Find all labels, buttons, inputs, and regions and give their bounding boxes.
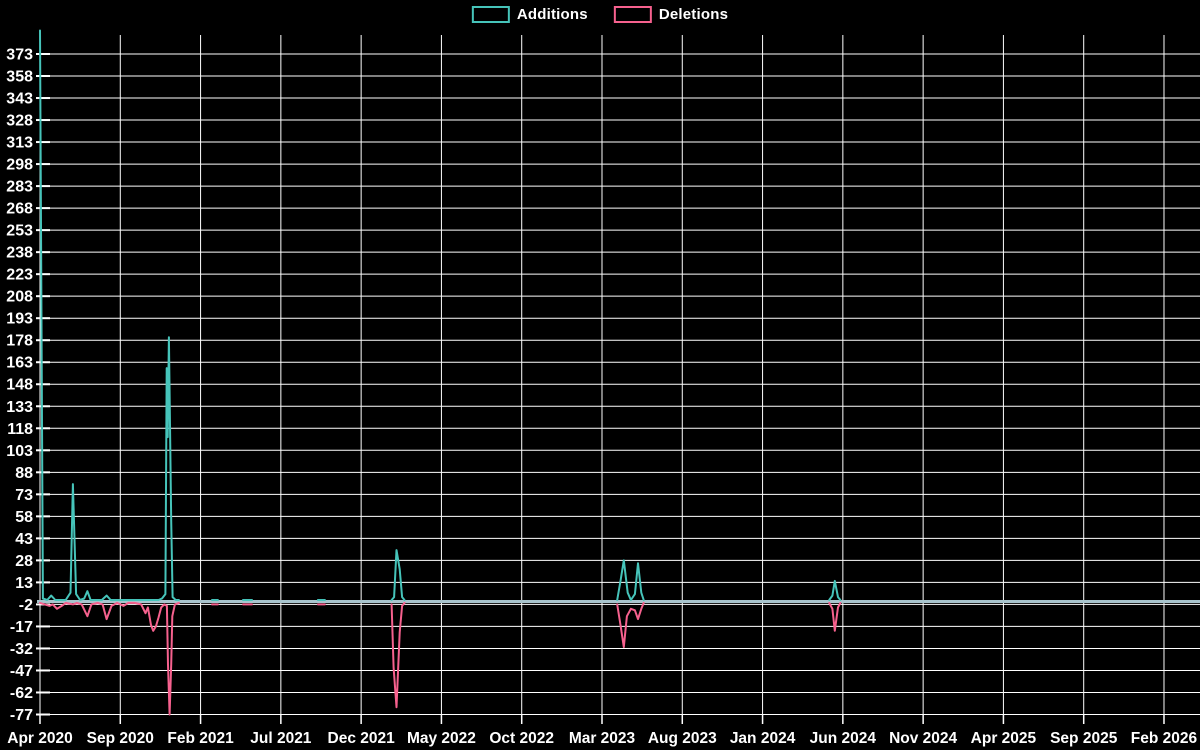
x-tick-label: Mar 2023 <box>569 730 636 747</box>
y-tick-label: 373 <box>6 46 33 63</box>
y-tick-label: -47 <box>10 663 33 680</box>
x-tick-label: Oct 2022 <box>489 730 554 747</box>
y-tick-label: 238 <box>6 245 33 262</box>
y-tick-label: 163 <box>6 355 33 372</box>
y-tick-label: 328 <box>6 113 33 130</box>
x-tick-label: Nov 2024 <box>889 730 957 747</box>
y-tick-label: 133 <box>6 399 33 416</box>
y-tick-label: 103 <box>6 443 33 460</box>
y-tick-label: 223 <box>6 267 33 284</box>
x-tick-label: Dec 2021 <box>328 730 396 747</box>
x-tick-label: Sep 2020 <box>87 730 154 747</box>
x-tick-label: Aug 2023 <box>648 730 717 747</box>
deletions-swatch-icon <box>613 6 652 23</box>
y-tick-label: 28 <box>15 553 33 570</box>
y-tick-label: -77 <box>10 707 33 724</box>
x-tick-label: Jul 2021 <box>250 730 312 747</box>
deletions-line <box>828 601 842 632</box>
y-tick-label: -17 <box>10 619 33 636</box>
y-tick-label: 283 <box>6 179 33 196</box>
x-tick-label: Jun 2024 <box>810 730 877 747</box>
legend-label-additions: Additions <box>516 6 588 23</box>
y-tick-label: 193 <box>6 311 33 328</box>
y-tick-label: 58 <box>15 509 33 526</box>
additions-swatch-icon <box>471 6 510 23</box>
deletions-line <box>39 601 180 716</box>
y-tick-label: -2 <box>19 597 33 614</box>
y-tick-label: 313 <box>6 135 33 152</box>
x-tick-label: Sep 2025 <box>1050 730 1118 747</box>
y-tick-label: 298 <box>6 157 33 174</box>
y-tick-label: -32 <box>10 641 33 658</box>
y-tick-label: 148 <box>6 377 33 394</box>
y-tick-label: 43 <box>15 531 33 548</box>
y-tick-label: 178 <box>6 333 33 350</box>
y-tick-label: 118 <box>7 421 33 438</box>
y-tick-label: 73 <box>15 487 33 504</box>
legend-label-deletions: Deletions <box>658 6 729 23</box>
y-tick-label: 208 <box>6 289 33 306</box>
y-tick-label: -62 <box>10 685 33 702</box>
legend: Additions Deletions <box>471 6 729 23</box>
y-tick-label: 88 <box>15 465 33 482</box>
additions-line <box>616 559 645 601</box>
additions-line <box>828 579 842 601</box>
x-tick-label: Jan 2024 <box>730 730 796 747</box>
legend-item-deletions[interactable]: Deletions <box>613 6 729 23</box>
legend-item-additions[interactable]: Additions <box>471 6 588 23</box>
x-tick-label: Apr 2025 <box>971 730 1037 747</box>
x-tick-label: Feb 2026 <box>1131 730 1198 747</box>
x-tick-label: Apr 2020 <box>7 730 72 747</box>
additions-line <box>39 29 180 601</box>
deletions-line <box>616 601 645 648</box>
x-tick-label: May 2022 <box>407 730 476 747</box>
y-tick-label: 268 <box>6 201 33 218</box>
y-tick-label: 13 <box>15 575 33 592</box>
y-tick-label: 358 <box>6 69 33 86</box>
x-tick-label: Feb 2021 <box>167 730 234 747</box>
y-tick-label: 343 <box>6 91 33 108</box>
deletions-line <box>390 601 406 709</box>
y-tick-label: 253 <box>6 223 33 240</box>
additions-line <box>390 549 406 601</box>
